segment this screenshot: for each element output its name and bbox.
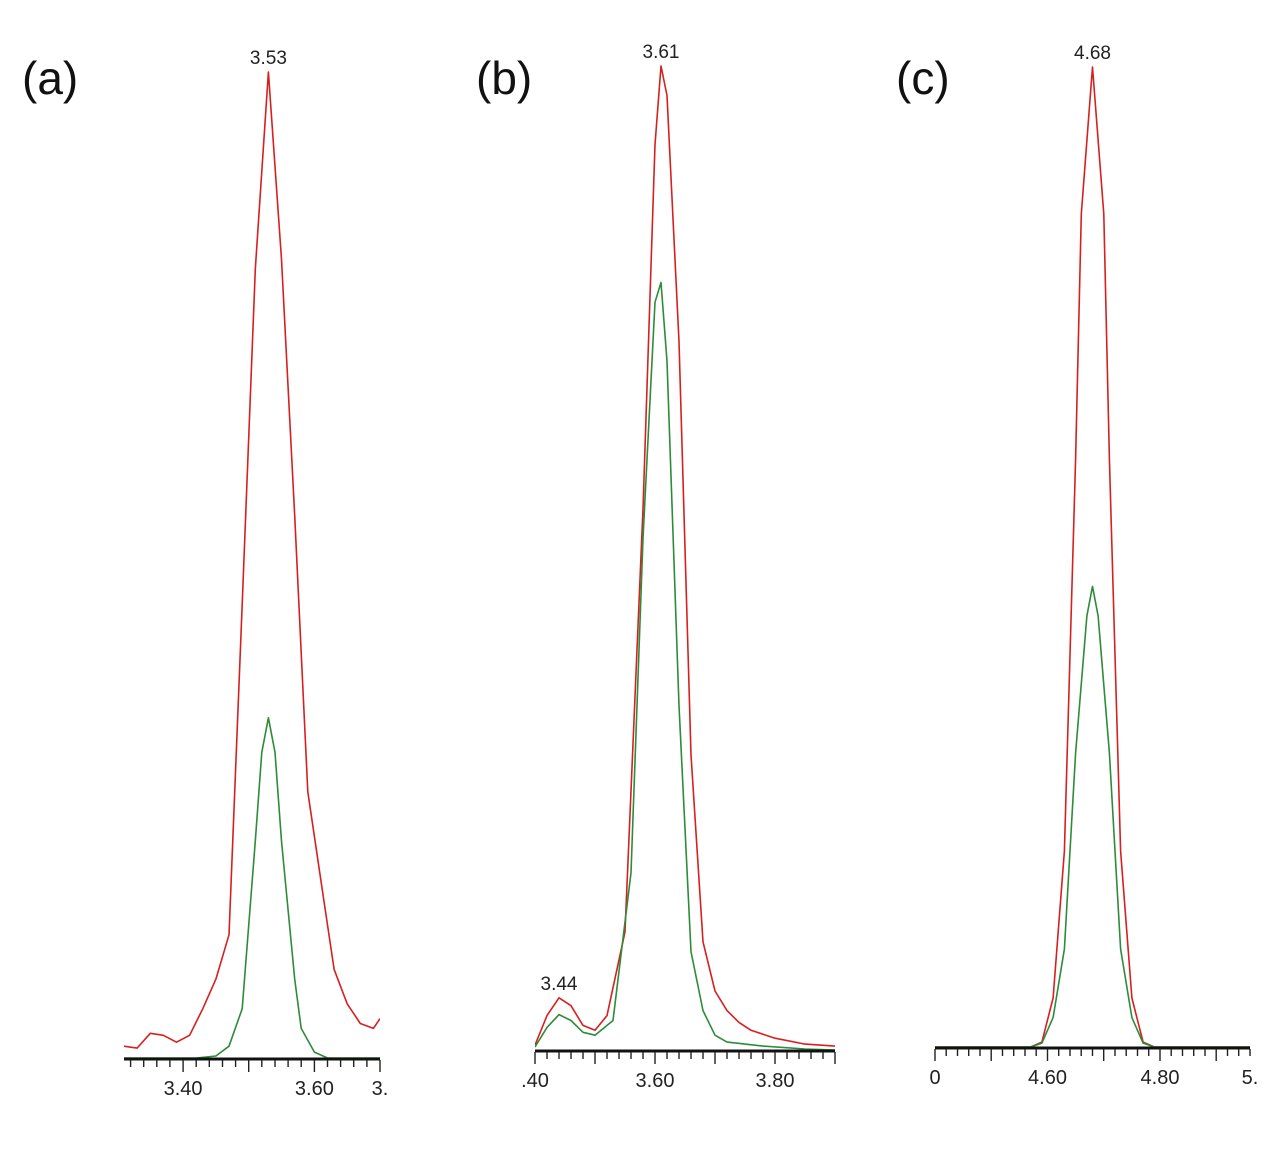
peak-label: 3.61: [643, 42, 680, 63]
series-line-red-trace: [935, 66, 1250, 1048]
x-tick-label: 4.80: [1141, 1067, 1180, 1089]
x-tick-label: 4.60: [1028, 1067, 1067, 1089]
chart-panel-b: (b) .40 3.60 3.80 3.61 3.44: [476, 42, 836, 1092]
chart-panel-a: (a) 3.40 3.60 3. 3.53: [22, 48, 388, 1100]
peak-label: 3.44: [541, 974, 578, 995]
x-tick-label: 3.60: [636, 1070, 675, 1092]
panel-label: (a): [22, 52, 78, 104]
peak-label: 3.53: [250, 48, 287, 69]
series-line-red-trace: [535, 65, 835, 1047]
series-line-red-trace: [124, 71, 380, 1049]
series-line-green-trace: [935, 585, 1250, 1048]
x-tick-label: 3.: [372, 1078, 389, 1100]
panel-label: (c): [896, 52, 950, 104]
chart-panel-c: (c) 0 4.60 4.80 5. 4.68: [896, 43, 1258, 1089]
x-tick-label: 5.: [1242, 1067, 1259, 1089]
x-tick-label: .40: [521, 1070, 549, 1092]
series-line-green-trace: [124, 717, 380, 1059]
x-tick-label: 3.60: [295, 1078, 334, 1100]
x-tick-label: 0: [929, 1067, 940, 1089]
x-tick-label: 3.40: [164, 1078, 203, 1100]
panel-label: (b): [476, 52, 532, 104]
peak-label: 4.68: [1074, 43, 1111, 64]
series-line-green-trace: [535, 281, 835, 1051]
x-tick-label: 3.80: [756, 1070, 795, 1092]
